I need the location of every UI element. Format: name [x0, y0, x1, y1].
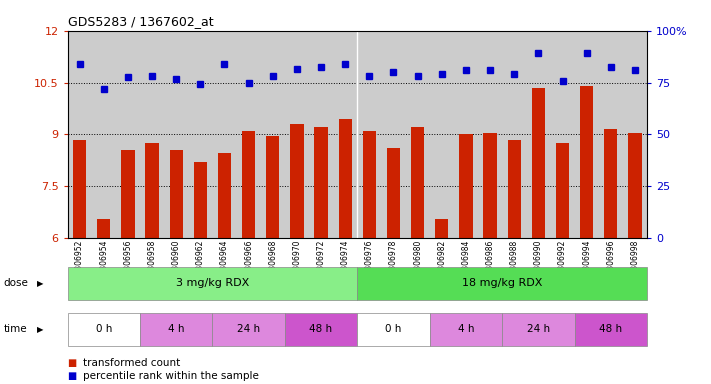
- Bar: [502, 313, 574, 346]
- Text: ■: ■: [68, 371, 80, 381]
- Bar: [363, 131, 376, 238]
- Bar: [193, 162, 207, 238]
- Bar: [266, 136, 279, 238]
- Bar: [213, 313, 285, 346]
- Bar: [429, 313, 502, 346]
- Text: 0 h: 0 h: [385, 324, 402, 334]
- Bar: [580, 86, 593, 238]
- Bar: [290, 124, 304, 238]
- Text: ▶: ▶: [37, 279, 43, 288]
- Text: 48 h: 48 h: [309, 324, 333, 334]
- Bar: [411, 127, 424, 238]
- Bar: [285, 313, 358, 346]
- Text: percentile rank within the sample: percentile rank within the sample: [83, 371, 259, 381]
- Text: 48 h: 48 h: [599, 324, 622, 334]
- Text: transformed count: transformed count: [83, 358, 181, 368]
- Bar: [146, 143, 159, 238]
- Bar: [169, 150, 183, 238]
- Bar: [357, 267, 647, 300]
- Bar: [604, 129, 617, 238]
- Text: dose: dose: [4, 278, 28, 288]
- Text: 3 mg/kg RDX: 3 mg/kg RDX: [176, 278, 249, 288]
- Bar: [483, 132, 497, 238]
- Bar: [68, 267, 358, 300]
- Text: 4 h: 4 h: [168, 324, 184, 334]
- Text: 4 h: 4 h: [458, 324, 474, 334]
- Bar: [242, 131, 255, 238]
- Text: ▶: ▶: [37, 325, 43, 334]
- Bar: [122, 150, 134, 238]
- Text: 18 mg/kg RDX: 18 mg/kg RDX: [462, 278, 542, 288]
- Bar: [140, 313, 213, 346]
- Bar: [532, 88, 545, 238]
- Bar: [314, 127, 328, 238]
- Bar: [459, 134, 473, 238]
- Bar: [97, 219, 110, 238]
- Text: ■: ■: [68, 358, 80, 368]
- Text: 0 h: 0 h: [95, 324, 112, 334]
- Bar: [338, 119, 352, 238]
- Bar: [629, 132, 641, 238]
- Bar: [435, 219, 449, 238]
- Text: 24 h: 24 h: [237, 324, 260, 334]
- Bar: [68, 313, 140, 346]
- Bar: [508, 140, 521, 238]
- Bar: [387, 148, 400, 238]
- Bar: [73, 140, 86, 238]
- Text: GDS5283 / 1367602_at: GDS5283 / 1367602_at: [68, 15, 213, 28]
- Bar: [574, 313, 647, 346]
- Text: time: time: [4, 324, 27, 334]
- Bar: [218, 154, 231, 238]
- Bar: [357, 313, 429, 346]
- Bar: [556, 143, 569, 238]
- Text: 24 h: 24 h: [527, 324, 550, 334]
